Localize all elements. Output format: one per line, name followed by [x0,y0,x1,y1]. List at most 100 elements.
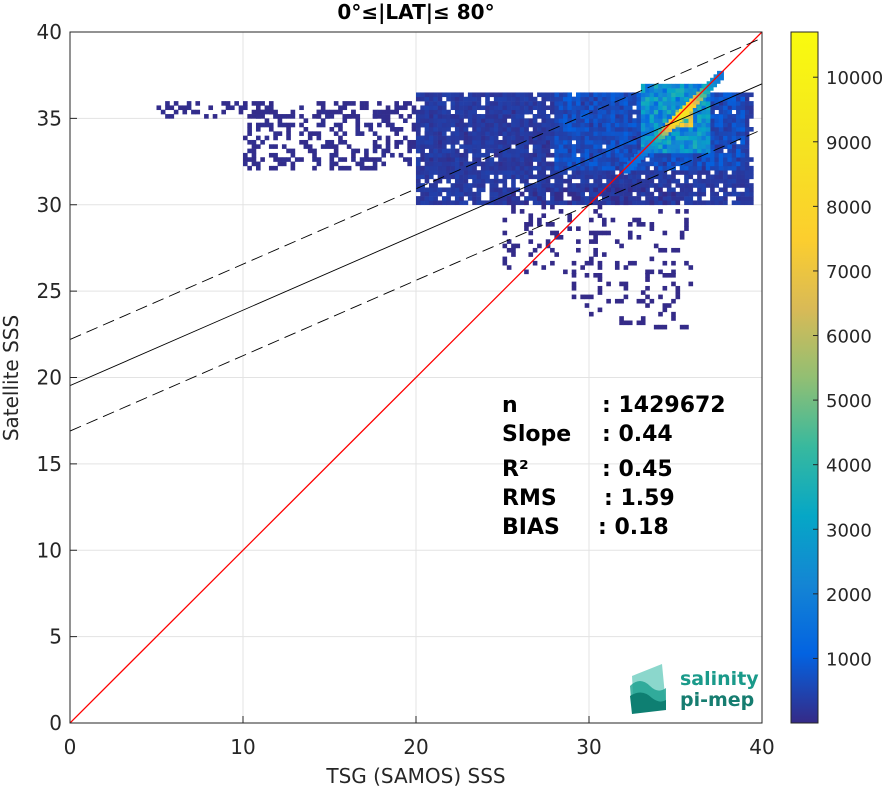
density-cell [593,170,598,175]
density-cell [571,269,577,275]
density-cell [338,139,343,145]
density-cell [636,234,642,240]
density-cell [563,269,568,275]
density-cell [515,200,521,206]
density-cell [688,265,694,270]
density-cell [472,170,477,175]
density-cell [454,196,460,201]
density-cell [731,122,737,128]
density-cell [589,135,594,141]
density-cell [658,105,663,111]
density-cell [368,122,374,128]
density-cell [537,161,542,167]
density-cell [705,118,711,123]
density-cell [567,105,572,111]
density-cell [247,127,252,132]
density-cell [541,178,547,184]
density-cell [485,122,490,128]
density-peak-cell [623,164,631,174]
density-cell [286,131,291,136]
density-cell [606,200,611,206]
density-cell [589,161,594,167]
density-cell [212,114,218,119]
density-cell [251,101,257,106]
density-cell [493,187,499,193]
density-cell [511,92,516,98]
density-cell [428,200,434,206]
density-cell [636,196,642,201]
density-cell [736,135,741,141]
density-cell [606,122,611,128]
density-cell [333,144,339,149]
density-cell [688,161,694,167]
density-cell [567,96,572,102]
density-cell [372,131,378,136]
density-cell [563,144,568,149]
density-cell [666,174,672,180]
density-cell [532,165,538,171]
density-cell [701,144,707,149]
density-cell [580,148,585,154]
density-cell [723,144,728,149]
density-cell [584,101,590,106]
density-cell [463,157,469,162]
density-cell [731,118,737,123]
density-cell [593,148,598,154]
density-cell [593,122,598,128]
density-cell [619,109,624,115]
density-cell [558,200,564,206]
density-cell [636,170,642,175]
density-cell [394,101,399,106]
density-cell [597,272,603,278]
density-cell [182,105,188,111]
density-cell [697,178,702,184]
density-cell [744,152,750,158]
density-cell [627,320,633,326]
density-cell [723,96,728,102]
density-cell [519,105,525,111]
density-cell [554,196,560,201]
density-cell [653,243,659,249]
density-cell [450,92,456,98]
density-cell [658,196,663,201]
density-cell [610,165,616,171]
density-cell [744,178,750,184]
density-cell [519,152,525,158]
density-cell [675,183,681,188]
density-cell [424,196,430,201]
density-cell [441,127,447,132]
density-cell [286,148,291,154]
density-cell [416,200,421,206]
density-cell [545,92,551,98]
density-cell [701,148,707,154]
density-cell [519,209,525,214]
x-axis-label: TSG (SAMOS) SSS [325,764,505,788]
density-cell [718,135,724,141]
density-cell [723,114,728,119]
density-cell [550,165,555,171]
density-cell [619,161,624,167]
density-cell [502,191,508,197]
density-cell [532,148,538,154]
density-cell [649,161,655,167]
density-cell [493,191,499,197]
density-cell [645,139,650,145]
density-cell [705,127,711,132]
regression-line [70,83,762,387]
density-cell [749,105,754,111]
density-cell [658,127,663,132]
density-cell [666,88,672,93]
density-cell [614,105,620,111]
density-cell [736,157,741,162]
density-cell [589,139,594,145]
density-cell [580,105,585,111]
density-cell [610,96,616,102]
density-cell [584,260,590,266]
density-cell [472,139,477,145]
density-cell [489,101,495,106]
density-cell [303,127,309,132]
density-cell [571,109,577,115]
density-cell [506,148,512,154]
density-cell [640,122,646,128]
density-cell [606,191,611,197]
